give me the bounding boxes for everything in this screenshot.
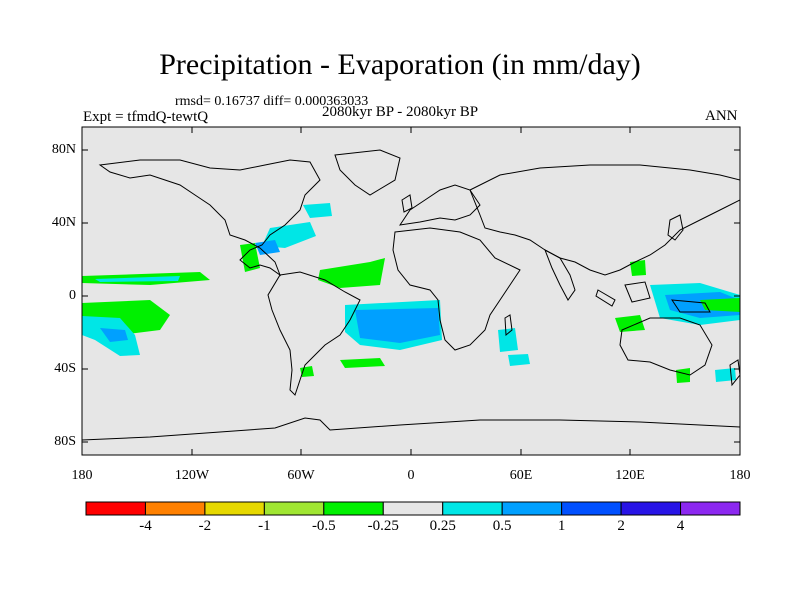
colorbar-label: -0.25 <box>367 518 399 534</box>
coast-australia <box>619 317 713 376</box>
colorbar <box>85 501 741 516</box>
stats-line: rmsd= 0.16737 diff= 0.000363033 <box>175 94 369 109</box>
lat-label: 80N <box>51 142 76 157</box>
lon-label: 180 <box>71 468 93 483</box>
colorbar-swatch <box>620 501 682 516</box>
colorbar-swatch <box>561 501 622 516</box>
coast-new-guinea <box>671 299 711 313</box>
colorbar-label: -2 <box>198 518 212 534</box>
colorbar-label: 2 <box>617 518 625 534</box>
coast-north-america <box>98 159 321 277</box>
patch-caribbean-green <box>240 243 260 272</box>
colorbar-label: -4 <box>139 518 152 534</box>
patch-south-atlantic-green <box>340 358 385 368</box>
colorbar-label: -0.5 <box>311 518 336 534</box>
lat-label: 40N <box>51 215 76 230</box>
patch-atlantic-south-blue <box>355 308 440 343</box>
map-title: Precipitation - Evaporation (in mm/day) <box>159 48 641 81</box>
patch-pacific-south-blue <box>100 328 128 342</box>
colorbar-swatch <box>680 501 741 516</box>
colorbar-label: -1 <box>258 518 271 534</box>
colorbar-swatch <box>263 501 325 516</box>
lon-label: 120E <box>615 468 645 483</box>
lon-label: 60W <box>287 468 315 483</box>
coast-japan <box>667 214 684 241</box>
map-background <box>82 127 740 455</box>
patch-indian-cyan <box>498 328 518 352</box>
patch-atlantic-equator-green <box>318 258 385 288</box>
colorbar-label: 0.25 <box>429 518 456 534</box>
coast-antarctica <box>81 417 741 441</box>
anomaly-patches <box>82 203 740 383</box>
lat-label: 40S <box>54 361 76 376</box>
coast-uk <box>401 194 413 213</box>
lon-label: 0 <box>407 468 415 483</box>
colorbar-swatch <box>85 501 146 516</box>
colorbar-swatch <box>144 501 206 516</box>
colorbar-swatch <box>323 501 384 516</box>
colorbar-label: 4 <box>676 518 685 534</box>
patch-indian-cyan-2 <box>508 354 530 366</box>
colorbar-swatch <box>442 501 503 516</box>
colorbar-label: 0.5 <box>492 518 512 534</box>
coast-africa <box>392 227 521 351</box>
patch-philippines-green <box>630 260 646 276</box>
season-label: ANN <box>705 108 738 124</box>
experiment-label: Expt = tfmdQ-tewtQ <box>83 109 209 125</box>
colorbar-swatch <box>382 501 444 516</box>
axis-ticks <box>82 127 740 455</box>
patch-australia-east-cyan <box>715 368 736 382</box>
lon-label: 60E <box>509 468 533 483</box>
patch-caribbean-blue <box>255 240 280 255</box>
coastlines <box>81 149 741 441</box>
period-label: 2080kyr BP - 2080kyr BP <box>322 104 479 120</box>
lon-label: 120W <box>174 468 210 483</box>
lat-label: 0 <box>69 288 76 303</box>
coast-europe <box>398 184 481 226</box>
coast-greenland <box>334 149 401 196</box>
lon-label: 180 <box>729 468 751 483</box>
patch-australia-south-green <box>676 368 690 383</box>
lat-label: 80S <box>54 434 76 449</box>
coast-sumatra <box>595 289 616 307</box>
coast-borneo <box>624 281 651 303</box>
patch-atlantic-north-cyan <box>303 203 332 218</box>
coast-south-america <box>267 271 361 396</box>
coast-asia <box>469 164 741 276</box>
colorbar-swatch <box>204 501 265 516</box>
patch-pacific-east-green <box>700 298 740 312</box>
patch-indonesia-green <box>615 315 645 332</box>
coast-india <box>544 248 576 301</box>
colorbar-label: 1 <box>557 518 566 534</box>
coast-madagascar <box>504 314 513 337</box>
patch-pacific-north-cyan <box>95 276 180 282</box>
colorbar-swatch <box>501 501 563 516</box>
